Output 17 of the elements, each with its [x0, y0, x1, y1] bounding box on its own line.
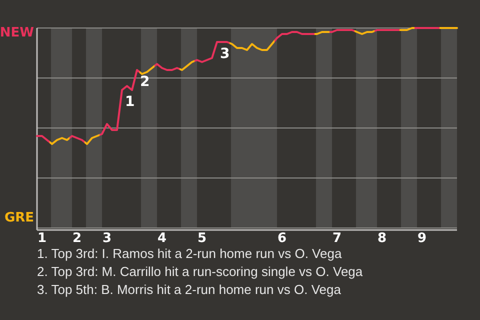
text: 3. Top 5th: B. Morris hit a 2-run home run vs O. Vega: [37, 282, 342, 297]
annotation: 2: [140, 74, 150, 90]
x-tick-label: 9: [417, 231, 427, 246]
x-tick-label: 8: [377, 231, 387, 246]
x-tick-label: 5: [197, 231, 207, 246]
annotation: 3: [220, 46, 230, 62]
text: NEW: [0, 26, 34, 41]
text: 2. Top 3rd: M. Carrillo hit a run-scoring single vs O. Vega: [37, 264, 364, 279]
x-tick-label: 4: [157, 231, 167, 246]
x-tick-label: 6: [277, 231, 287, 246]
annotation: 1: [125, 94, 135, 110]
x-tick-label: 1: [37, 231, 47, 246]
x-tick-label: 7: [332, 231, 342, 246]
text: GRE: [4, 210, 34, 226]
x-tick-label: 3: [102, 231, 112, 246]
x-tick-label: 2: [72, 231, 82, 246]
text: 1. Top 3rd: I. Ramos hit a 2-run home run vs O. Vega: [37, 246, 342, 261]
